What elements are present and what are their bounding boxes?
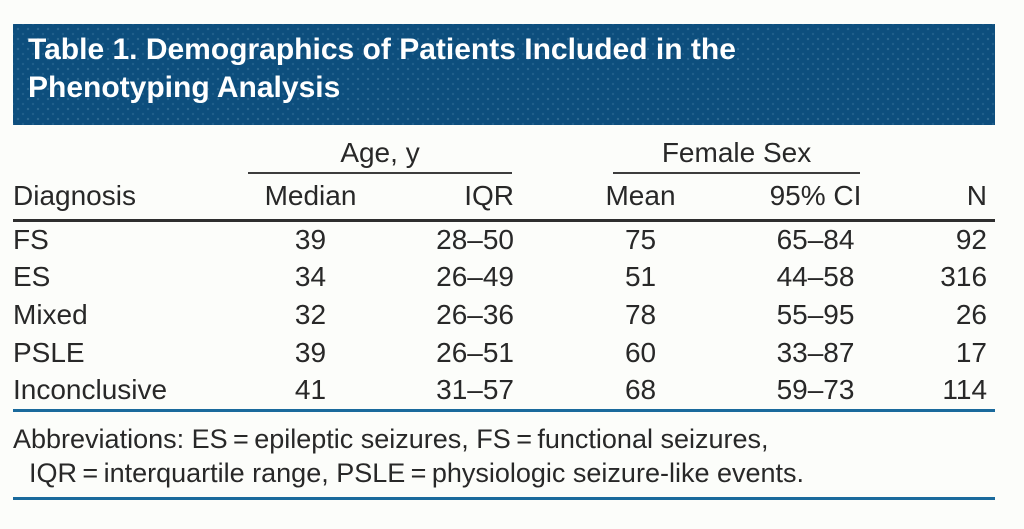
col-header-iqr: IQR [383,174,519,222]
cell-diagnosis: PSLE [13,337,85,368]
abbreviations-footnote: Abbreviations: ES = epileptic seizures, … [13,422,995,490]
table-title: Table 1. Demographics of Patients Includ… [28,33,736,104]
spanner-age-cell: Age, y [238,130,518,174]
cell-iqr: 26–49 [436,261,515,292]
demographics-table-wrap: Age, y Female Sex Diagnosis Median IQR M… [13,130,996,500]
cell-mean: 51 [624,261,657,292]
cell-iqr: 26–51 [436,337,515,368]
cell-ci: 65–84 [776,223,855,255]
spanner-age-label: Age, y [248,137,513,174]
cell-diagnosis: FS [13,223,49,255]
table-row-es: ES 34 26–49 51 44–58 316 [13,258,995,296]
cell-ci: 59–73 [693,372,869,412]
cell-median: 41 [238,372,383,412]
col-header-mean: Mean [518,174,694,222]
cell-ci: 55–95 [776,299,855,330]
cell-n: 316 [940,261,988,292]
cell-mean: 78 [624,299,657,330]
cell-n: 92 [955,223,988,255]
table-row-psle: PSLE 39 26–51 60 33–87 17 [13,334,995,372]
cell-n: 114 [868,372,996,412]
cell-diagnosis: Mixed [13,299,88,330]
col-header-median: Median [238,174,383,222]
cell-ci: 33–87 [776,337,855,368]
cell-median: 32 [294,299,327,330]
footnote-line-1: Abbreviations: ES = epileptic seizures, … [13,423,769,454]
table-row-mixed: Mixed 32 26–36 78 55–95 26 [13,296,995,334]
cell-n: 26 [955,299,988,330]
spanner-empty-cell [868,130,995,174]
cell-mean: 60 [624,337,657,368]
spanner-empty-cell [13,130,238,174]
cell-iqr: 31–57 [383,372,519,412]
col-header-n: N [868,174,996,222]
cell-median: 34 [294,261,327,292]
col-header-ci: 95% CI [693,174,869,222]
col-header-diagnosis: Diagnosis [13,174,238,222]
footnote-line-2: IQR = interquartile range, PSLE = physio… [29,457,805,488]
demographics-table: Age, y Female Sex Diagnosis Median IQR M… [13,130,996,412]
table-title-bar: Table 1. Demographics of Patients Includ… [13,24,995,125]
cell-mean: 68 [518,372,694,412]
table-row-fs: FS 39 28–50 75 65–84 92 [13,220,995,258]
column-header-row: Diagnosis Median IQR Mean 95% CI N [13,174,996,222]
spanner-header-row: Age, y Female Sex [13,130,995,174]
bottom-rule [13,496,995,500]
cell-diagnosis: Inconclusive [13,372,238,412]
cell-ci: 44–58 [776,261,855,292]
spanner-female-sex-cell: Female Sex [518,130,868,174]
spanner-female-sex-label: Female Sex [613,137,861,174]
cell-median: 39 [294,337,327,368]
cell-n: 17 [955,337,988,368]
cell-iqr: 26–36 [436,299,515,330]
cell-mean: 75 [624,223,657,255]
cell-median: 39 [294,223,327,255]
cell-diagnosis: ES [13,261,51,292]
table-row-inconclusive: Inconclusive 41 31–57 68 59–73 114 [13,372,996,412]
cell-iqr: 28–50 [436,223,515,255]
